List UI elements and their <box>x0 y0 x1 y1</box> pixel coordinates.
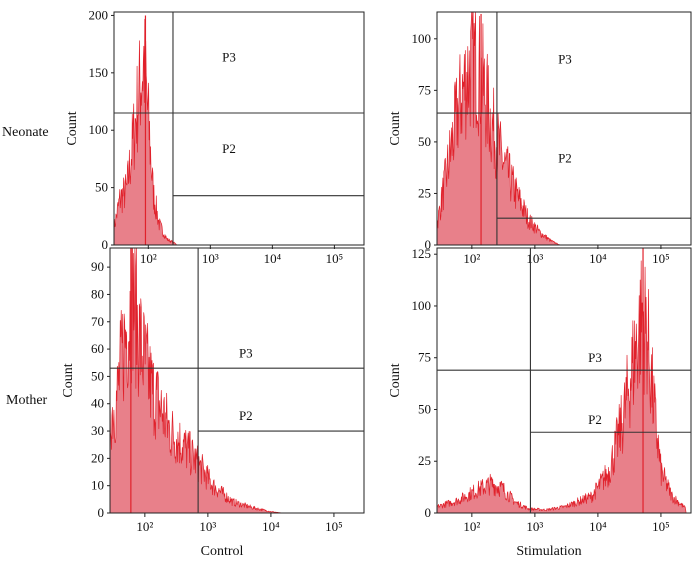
histogram-area <box>109 247 365 514</box>
x-tick-label: 10² <box>136 519 153 534</box>
gate-label-p3: P3 <box>222 49 236 64</box>
x-tick-label: 10⁴ <box>589 251 607 266</box>
gate-label-p2: P2 <box>588 412 602 427</box>
plot-frame <box>113 11 365 246</box>
y-tick-label: 25 <box>418 453 431 468</box>
x-tick-label: 10⁴ <box>264 251 282 266</box>
x-tick-label: 10⁵ <box>652 251 670 266</box>
histogram-area <box>113 18 365 246</box>
y-tick-label: 50 <box>418 401 431 416</box>
y-tick-label: 30 <box>91 423 104 438</box>
y-tick-label: 150 <box>89 65 109 80</box>
y-tick-label: 80 <box>91 286 104 301</box>
x-tick-label: 10⁵ <box>326 251 344 266</box>
y-axis-title: Count <box>61 363 76 397</box>
y-tick-label: 10 <box>91 478 104 493</box>
histogram-panel-mother-stimulation: P3 P2 0 25 50 75 100 125 10² 10³ 10⁴ 10⁵ Count Stimul… <box>388 246 692 559</box>
gate-label-p2: P2 <box>239 408 253 423</box>
x-axis-title: Control <box>201 544 244 559</box>
gate-label-p2: P2 <box>222 141 236 156</box>
y-tick-label: 0 <box>425 505 432 520</box>
plot-frame <box>436 11 692 246</box>
x-tick-label: 10⁵ <box>652 519 670 534</box>
x-tick-label: 10² <box>140 251 157 266</box>
y-tick-label: 0 <box>425 237 432 252</box>
x-axis-title: Stimulation <box>516 544 581 559</box>
row-label-mother: Mother <box>6 393 48 408</box>
x-tick-label: 10³ <box>202 251 219 266</box>
x-tick-label: 10² <box>463 251 480 266</box>
y-tick-label: 60 <box>91 341 104 356</box>
y-tick-label: 90 <box>91 259 104 274</box>
row-label-neonate: Neonate <box>2 125 49 140</box>
x-tick-label: 10⁴ <box>262 519 280 534</box>
y-tick-label: 0 <box>98 505 105 520</box>
y-tick-label: 20 <box>91 450 104 465</box>
plot-frame <box>436 247 692 514</box>
histogram-area <box>436 260 692 514</box>
y-tick-label: 100 <box>412 31 432 46</box>
y-tick-label: 100 <box>89 122 109 137</box>
x-tick-label: 10⁴ <box>589 519 607 534</box>
plot-frame <box>109 247 365 514</box>
x-tick-label: 10³ <box>199 519 216 534</box>
y-tick-label: 50 <box>95 180 108 195</box>
histogram-panel-mother-control: P3 P2 0 10 20 30 40 50 60 70 80 90 10² 10³ 10⁴ 10⁵ Count… <box>61 247 365 559</box>
histogram-panel-neonate-control: P3 P2 0 50 100 150 200 10² 10³ 10⁴ 10⁵ Count <box>65 7 365 266</box>
x-tick-label: 10³ <box>526 519 543 534</box>
y-tick-label: 100 <box>412 298 432 313</box>
y-tick-label: 125 <box>412 246 432 261</box>
x-tick-label: 10⁵ <box>325 519 343 534</box>
y-tick-label: 50 <box>418 134 431 149</box>
y-tick-label: 75 <box>418 82 431 97</box>
gate-label-p3: P3 <box>239 345 253 360</box>
histogram-panel-neonate-stimulation: P3 P2 0 25 50 75 100 10² 10³ 10⁴ 10⁵ Count <box>388 11 692 266</box>
y-tick-label: 50 <box>91 368 104 383</box>
y-axis-title: Count <box>388 363 403 397</box>
gate-label-p3: P3 <box>558 52 572 67</box>
y-tick-label: 25 <box>418 185 431 200</box>
y-tick-label: 0 <box>102 237 109 252</box>
histogram-area <box>436 11 692 246</box>
y-tick-label: 200 <box>89 7 109 22</box>
y-axis-title: Count <box>65 111 80 145</box>
y-tick-label: 70 <box>91 314 104 329</box>
y-tick-label: 75 <box>418 350 431 365</box>
x-tick-label: 10² <box>463 519 480 534</box>
gate-label-p2: P2 <box>558 151 572 166</box>
x-tick-label: 10³ <box>526 251 543 266</box>
y-axis-title: Count <box>388 111 403 145</box>
y-tick-label: 40 <box>91 396 104 411</box>
gate-label-p3: P3 <box>588 350 602 365</box>
